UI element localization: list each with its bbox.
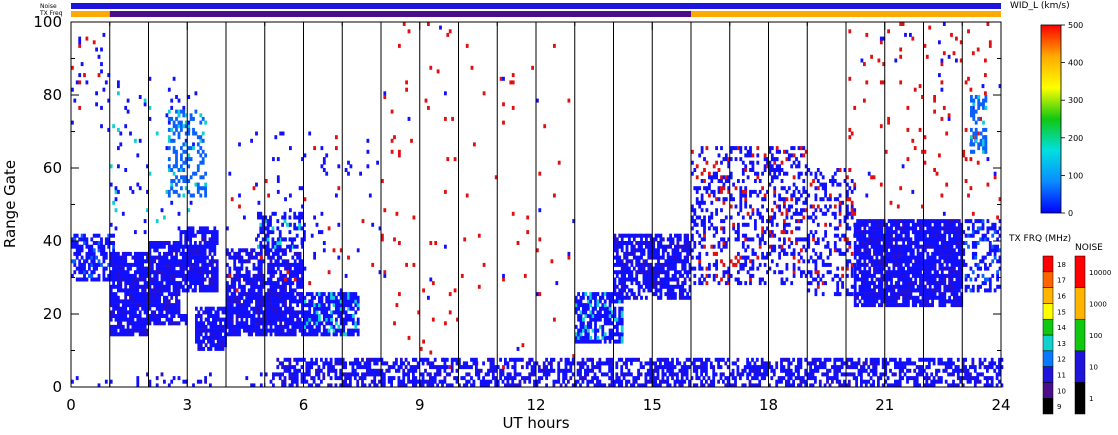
x-axis: 0 3 6 9 12 15 18 21 24 <box>66 22 1011 414</box>
txfreq-colorbar-swatches: 9 10 11 12 13 14 15 16 17 18 <box>1042 255 1066 415</box>
width-colorbar-tick: 100 <box>1068 171 1083 180</box>
echo-region <box>179 226 219 293</box>
echo-region <box>226 131 382 293</box>
top-strips: Noise TX Freq <box>39 3 1001 17</box>
y-tick-label: 60 <box>43 159 62 177</box>
txfreq-colorbar-tick: 14 <box>1057 324 1066 332</box>
echo-region <box>167 109 207 198</box>
x-tick-label: 15 <box>643 396 662 414</box>
echo-region <box>853 219 964 308</box>
echo-heatmap <box>71 22 1004 388</box>
width-colorbar-tick: 200 <box>1068 134 1083 143</box>
txfreq-strip-label: TX Freq <box>39 10 63 17</box>
width-colorbar-tick: 400 <box>1068 59 1083 68</box>
width-colorbar-ticks: 0 100 200 300 400 500 <box>1061 21 1083 218</box>
txfreq-segment <box>109 11 691 17</box>
y-tick-label: 40 <box>43 232 62 250</box>
txfreq-colorbar-tick: 17 <box>1057 277 1066 285</box>
x-tick-label: 6 <box>299 396 309 414</box>
echo-region <box>257 211 306 249</box>
y-tick-label: 20 <box>43 305 62 323</box>
noise-colorbar-swatches: 1 10 100 1000 10000 <box>1074 255 1111 415</box>
txfreq-strip <box>71 11 1001 17</box>
txfreq-segment <box>691 11 1001 17</box>
width-colorbar-ramp <box>1040 24 1062 214</box>
y-tick-label: 100 <box>33 13 62 31</box>
noise-colorbar-tick: 100 <box>1089 332 1102 340</box>
width-colorbar-tick: 300 <box>1068 96 1083 105</box>
width-colorbar-tick: 0 <box>1068 209 1073 218</box>
width-colorbar: WID_L (km/s) 0 100 200 300 400 500 <box>1010 1 1083 218</box>
echo-region <box>109 76 198 235</box>
scan-boundaries <box>109 22 963 387</box>
x-tick-label: 12 <box>526 396 545 414</box>
noise-colorbar-title: NOISE <box>1075 243 1103 253</box>
echo-region <box>276 357 1004 388</box>
width-colorbar-tick: 500 <box>1068 21 1083 30</box>
noise-colorbar-tick: 1 <box>1089 395 1093 403</box>
txfreq-colorbar-tick: 11 <box>1057 372 1066 380</box>
echo-region <box>962 219 1002 293</box>
noise-colorbar-tick: 10 <box>1089 364 1098 372</box>
x-tick-label: 24 <box>991 396 1010 414</box>
echo-region <box>226 248 304 300</box>
y-tick-label: 80 <box>43 86 62 104</box>
echo-region <box>71 233 115 282</box>
width-colorbar-title: WID_L (km/s) <box>1010 1 1070 11</box>
x-tick-label: 3 <box>182 396 192 414</box>
x-tick-label: 21 <box>875 396 894 414</box>
txfreq-colorbar-tick: 12 <box>1057 356 1066 364</box>
echo-region <box>148 241 181 315</box>
txfreq-colorbar: TX FRQ (MHz) 9 10 11 12 13 14 15 16 17 18 <box>1008 234 1071 415</box>
y-axis-title: Range Gate <box>1 160 19 248</box>
echo-region <box>71 32 111 132</box>
echo-region <box>195 306 227 351</box>
x-tick-label: 18 <box>759 396 778 414</box>
noise-colorbar-tick: 1000 <box>1089 300 1107 308</box>
echo-region <box>109 251 149 337</box>
txfreq-colorbar-title: TX FRQ (MHz) <box>1008 234 1071 244</box>
echo-region <box>574 292 624 344</box>
txfreq-colorbar-tick: 10 <box>1057 387 1066 395</box>
x-axis-title: UT hours <box>502 414 569 432</box>
echo-region <box>148 314 188 326</box>
txfreq-colorbar-tick: 13 <box>1057 340 1066 348</box>
noise-strip <box>71 3 1001 9</box>
x-tick-label: 9 <box>415 396 425 414</box>
txfreq-colorbar-tick: 18 <box>1057 261 1066 269</box>
noise-strip-label: Noise <box>40 3 57 10</box>
txfreq-colorbar-tick: 16 <box>1057 293 1066 301</box>
y-tick-label: 0 <box>52 378 62 396</box>
echo-region <box>71 372 278 388</box>
x-tick-label: 0 <box>66 396 76 414</box>
echo-region <box>303 292 360 337</box>
txfreq-colorbar-tick: 15 <box>1057 308 1066 316</box>
echo-region <box>613 233 692 300</box>
txfreq-segment <box>71 11 110 17</box>
y-axis: 0 20 40 60 80 100 <box>33 13 1001 396</box>
noise-colorbar-tick: 10000 <box>1089 269 1111 277</box>
noise-colorbar: NOISE 1 10 100 1000 10000 <box>1074 243 1111 415</box>
echo-region <box>807 168 857 297</box>
echo-region <box>691 146 808 286</box>
echo-region <box>970 95 988 154</box>
echo-region <box>381 22 576 370</box>
txfreq-colorbar-tick: 9 <box>1057 403 1061 411</box>
